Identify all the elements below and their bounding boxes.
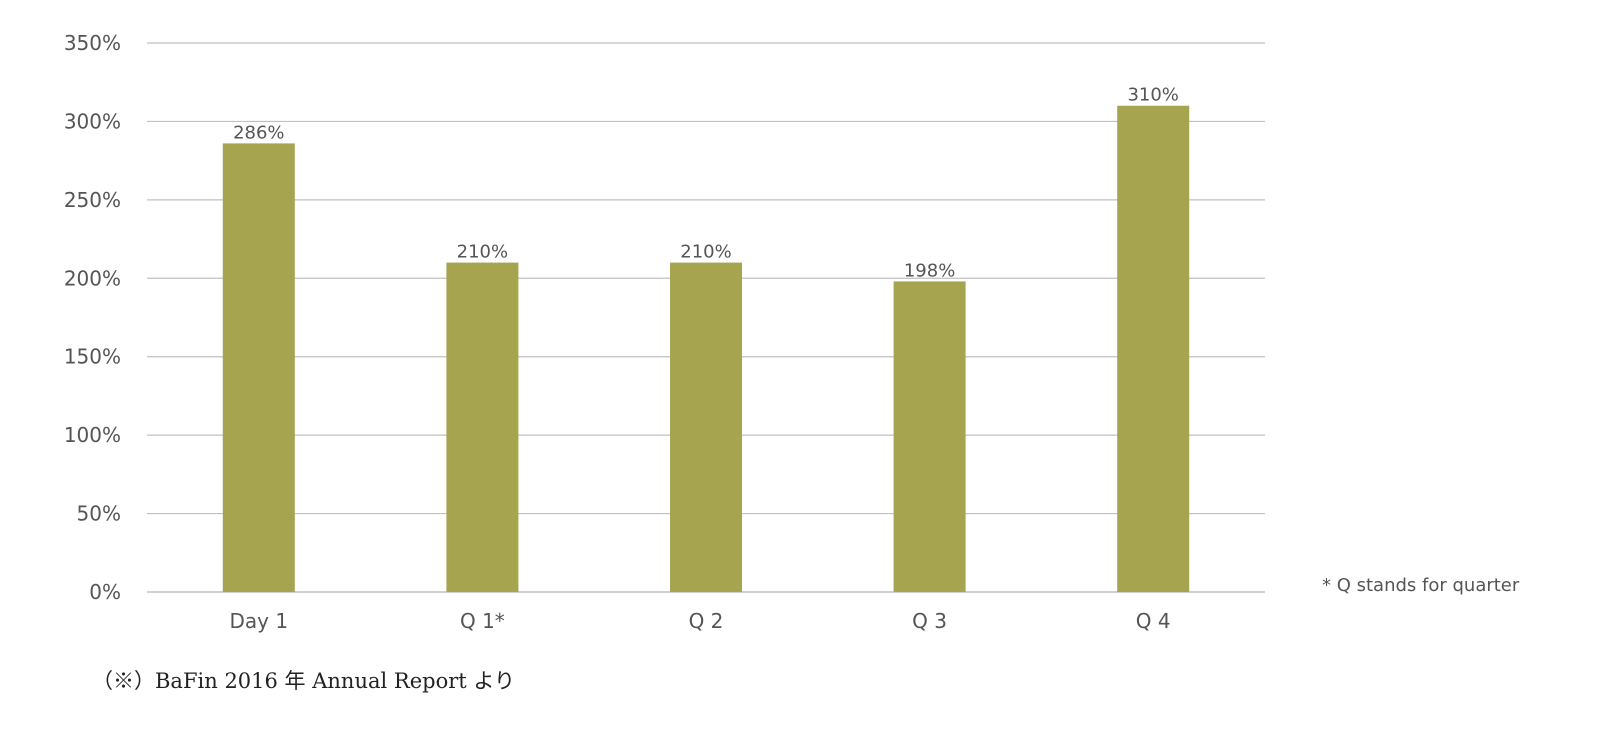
data-label: 210% xyxy=(457,242,508,263)
y-tick-label: 50% xyxy=(77,502,121,526)
y-tick-label: 300% xyxy=(64,109,121,133)
data-label: 310% xyxy=(1127,85,1178,106)
bar xyxy=(670,262,742,592)
data-label: 210% xyxy=(680,242,731,263)
bar xyxy=(893,281,966,592)
y-tick-label: 0% xyxy=(89,580,121,604)
bar xyxy=(222,143,295,593)
y-tick-label: 250% xyxy=(64,188,121,212)
data-labels: 286% 210% 210% 198% 310% xyxy=(233,85,1179,282)
y-tick-label: 150% xyxy=(64,345,121,369)
bar xyxy=(1117,105,1190,592)
y-tick-label: 200% xyxy=(64,266,121,290)
x-tick-label: Q 4 xyxy=(1136,609,1171,633)
x-tick-label: Q 1* xyxy=(460,609,505,633)
x-tick-label: Day 1 xyxy=(230,609,289,633)
x-tick-label: Q 3 xyxy=(912,609,947,633)
y-axis-tick-labels: 0% 50% 100% 150% 200% 250% 300% 350% xyxy=(64,31,121,604)
bars xyxy=(222,105,1190,593)
bar xyxy=(446,262,519,592)
footnote: * Q stands for quarter xyxy=(1322,575,1520,596)
x-tick-label: Q 2 xyxy=(689,609,724,633)
data-label: 286% xyxy=(233,122,284,143)
y-tick-label: 100% xyxy=(64,423,121,447)
x-axis-category-labels: Day 1 Q 1* Q 2 Q 3 Q 4 xyxy=(230,609,1171,633)
y-tick-label: 350% xyxy=(64,31,121,55)
source-note: （※）BaFin 2016 年 Annual Report より xyxy=(92,669,515,693)
data-label: 198% xyxy=(904,260,955,281)
